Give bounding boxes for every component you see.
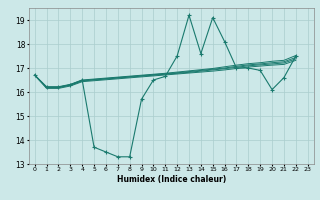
X-axis label: Humidex (Indice chaleur): Humidex (Indice chaleur) xyxy=(116,175,226,184)
